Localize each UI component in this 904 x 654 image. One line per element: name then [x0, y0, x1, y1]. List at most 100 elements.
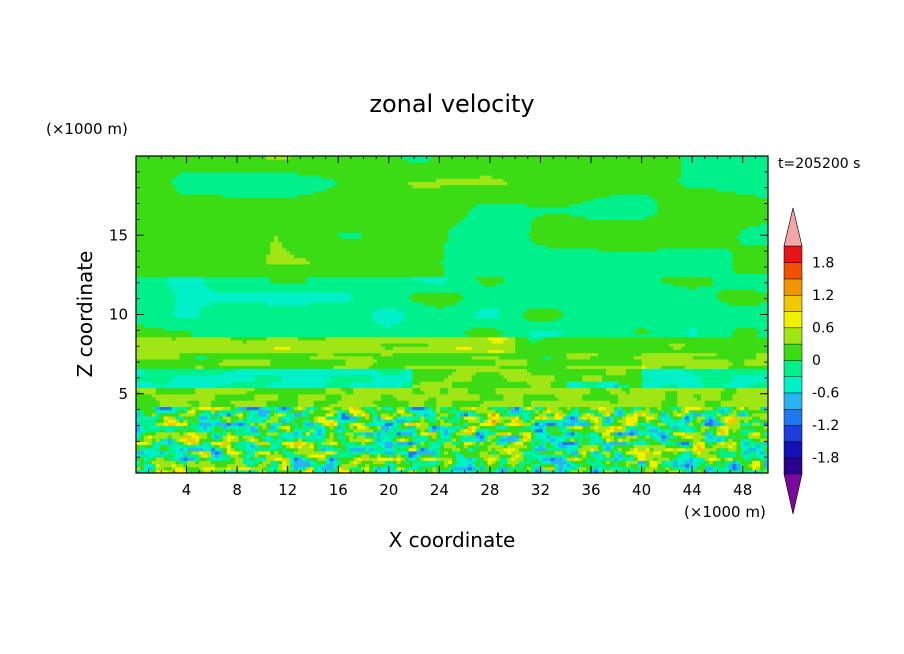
field-cell: [704, 463, 710, 468]
field-cell: [218, 409, 224, 414]
field-cell: [179, 409, 184, 414]
field-cell: [696, 463, 702, 468]
field-cell: [534, 447, 540, 452]
field-cell: [637, 425, 643, 430]
field-cell: [661, 419, 666, 423]
field-cell: [736, 422, 741, 427]
field-cell: [270, 469, 275, 473]
field-cell: [491, 441, 497, 446]
field-cell: [384, 460, 390, 465]
field-cell: [483, 447, 489, 452]
field-cell: [139, 434, 145, 439]
field-cell: [274, 406, 279, 411]
field-cell: [420, 412, 425, 417]
field-cell: [341, 431, 346, 436]
field-cell: [562, 425, 568, 430]
field-cell: [136, 425, 141, 430]
field-cell: [294, 406, 299, 411]
field-cell: [155, 469, 161, 473]
field-cell: [669, 425, 674, 430]
field-cell: [286, 428, 291, 433]
field-cell: [685, 466, 690, 471]
field-cell: [598, 431, 603, 436]
field-cell: [388, 412, 394, 417]
field-cell: [349, 463, 354, 468]
field-cell: [475, 453, 481, 458]
field-cell: [637, 428, 643, 433]
field-cell: [487, 425, 493, 430]
field-cell: [665, 450, 670, 455]
field-cell: [507, 428, 512, 433]
field-cell: [566, 457, 572, 461]
field-cell: [309, 422, 315, 427]
field-cell: [566, 450, 572, 455]
field-cell: [353, 425, 358, 430]
field-cell: [199, 466, 204, 471]
field-cell: [507, 453, 512, 458]
field-cell: [665, 419, 670, 423]
field-cell: [361, 441, 366, 446]
field-cell: [732, 409, 737, 414]
field-cell: [613, 409, 619, 414]
field-cell: [519, 419, 524, 423]
field-cell: [515, 415, 520, 420]
field-cell: [353, 409, 358, 414]
field-cell: [704, 425, 710, 430]
field-cell: [444, 428, 449, 433]
field-cell: [238, 450, 244, 455]
field-cell: [424, 457, 429, 461]
field-cell: [586, 441, 591, 446]
field-cell: [258, 409, 263, 414]
field-cell: [479, 438, 485, 442]
field-cell: [147, 406, 153, 411]
field-cell: [495, 457, 500, 461]
field-cell: [301, 457, 307, 461]
field-cell: [503, 409, 508, 414]
field-cell: [139, 428, 145, 433]
field-cell: [163, 425, 169, 430]
field-cell: [440, 419, 445, 423]
field-cell: [700, 457, 706, 461]
field-cell: [681, 422, 686, 427]
field-cell: [538, 412, 544, 417]
field-cell: [297, 422, 303, 427]
field-cell: [388, 444, 394, 449]
field-cell: [562, 438, 568, 442]
field-cell: [282, 441, 287, 446]
field-cell: [546, 469, 552, 473]
field-cell: [250, 438, 256, 442]
field-cell: [527, 409, 532, 414]
field-cell: [594, 463, 599, 468]
field-cell: [258, 466, 263, 471]
field-cell: [444, 434, 449, 439]
field-cell: [151, 422, 157, 427]
field-cell: [487, 434, 493, 439]
field-cell: [313, 425, 319, 430]
field-cell: [598, 428, 603, 433]
field-cell: [756, 463, 761, 468]
field-cell: [645, 434, 651, 439]
field-cell: [606, 412, 611, 417]
field-cell: [400, 434, 406, 439]
field-cell: [483, 409, 489, 414]
field-cell: [341, 460, 346, 465]
field-cell: [179, 457, 184, 461]
field-cell: [724, 450, 730, 455]
field-cell: [238, 453, 244, 458]
field-cell: [242, 453, 248, 458]
field-cell: [448, 444, 453, 449]
field-cell: [511, 469, 516, 473]
field-cell: [471, 431, 477, 436]
field-cell: [448, 428, 453, 433]
field-cell: [361, 438, 366, 442]
field-cell: [297, 450, 303, 455]
field-cell: [440, 441, 445, 446]
field-cell: [222, 422, 228, 427]
field-cell: [286, 444, 291, 449]
field-cell: [606, 434, 611, 439]
field-cell: [369, 469, 374, 473]
field-cell: [681, 438, 686, 442]
field-cell: [361, 412, 366, 417]
field-cell: [278, 431, 283, 436]
field-cell: [531, 419, 536, 423]
